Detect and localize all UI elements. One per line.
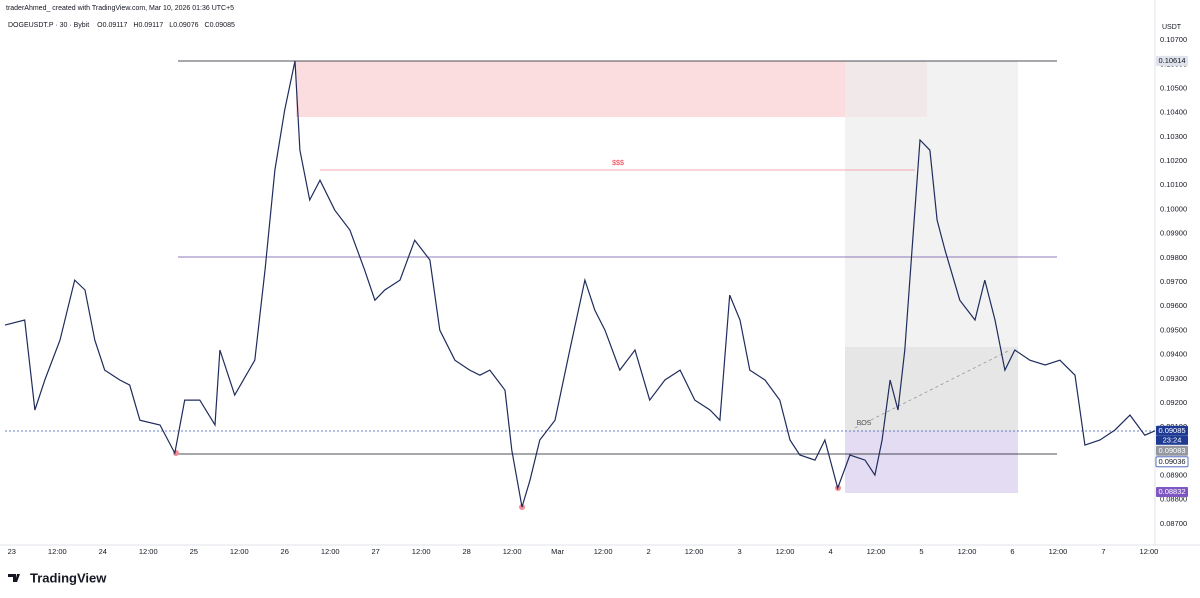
y-tick-label: 0.09300	[1160, 374, 1187, 383]
x-tick-label: 24	[99, 547, 107, 556]
price-line	[4, 60, 1156, 508]
x-tick-label: 25	[190, 547, 198, 556]
x-tick-label: 4	[828, 547, 832, 556]
x-tick-label: 12:00	[958, 547, 977, 556]
y-tick-label: 0.08800	[1160, 495, 1187, 504]
ohlc-value: 0.09076	[173, 22, 198, 29]
price-badge	[1156, 445, 1188, 456]
y-tick-label: 0.09900	[1160, 229, 1187, 238]
x-tick-label: 23	[8, 547, 16, 556]
price-badge	[1155, 456, 1189, 468]
symbol-line: DOGEUSDT.P · 30 · Bybit O0.09117 H0.09117 L…	[8, 22, 235, 29]
ohlc-value: 0.09117	[103, 22, 128, 29]
x-tick-label: 26	[281, 547, 289, 556]
x-tick-label: 12:00	[503, 547, 522, 556]
ohlc-key: O	[97, 22, 103, 29]
y-tick-label: 0.09500	[1160, 325, 1187, 334]
x-tick-label: Mar	[551, 547, 564, 556]
x-tick-label: 12:00	[776, 547, 795, 556]
x-tick-label: 6	[1010, 547, 1014, 556]
header: traderAhmed_ created with TradingView.co…	[6, 5, 234, 12]
price-badge-label: 0.09036	[1158, 457, 1185, 466]
supply-zone	[296, 61, 927, 117]
price-badge	[1156, 487, 1188, 498]
annotation: $$$	[612, 160, 624, 167]
y-tick-label: 0.10500	[1160, 83, 1187, 92]
x-tick-label: 28	[462, 547, 470, 556]
y-tick-label: 0.10000	[1160, 204, 1187, 213]
y-tick-label: 0.08900	[1160, 471, 1187, 480]
y-tick-label: 0.09200	[1160, 398, 1187, 407]
y-tick-label: 0.10700	[1160, 35, 1187, 44]
price-badge	[1156, 55, 1188, 66]
x-tick-label: 12:00	[594, 547, 613, 556]
x-tick-label: 12:00	[321, 547, 340, 556]
y-tick-label: 0.09400	[1160, 350, 1187, 359]
price-badge	[1156, 425, 1188, 436]
price-badge-label: 0.10614	[1158, 56, 1185, 65]
price-badge-label: 0.09085	[1158, 426, 1185, 435]
position-entry	[845, 347, 1018, 431]
annotation: BOS	[857, 420, 872, 427]
x-tick-label: 5	[919, 547, 923, 556]
position-stop	[845, 431, 1018, 493]
x-tick-label: 12:00	[412, 547, 431, 556]
symbol: DOGEUSDT.P · 30 · Bybit	[8, 22, 89, 29]
y-tick-label: 0.10300	[1160, 132, 1187, 141]
ohlc-value: 0.09117	[138, 22, 163, 29]
y-tick-label: 0.08700	[1160, 519, 1187, 528]
ohlc-key: H	[133, 22, 138, 29]
y-tick-label: 0.09600	[1160, 301, 1187, 310]
x-tick-label: 12:00	[1049, 547, 1068, 556]
y-tick-label: 0.09700	[1160, 277, 1187, 286]
x-tick-label: 3	[737, 547, 741, 556]
ohlc-key: C	[205, 22, 210, 29]
x-tick-label: 12:00	[48, 547, 67, 556]
countdown-badge	[1156, 435, 1188, 445]
logo-text: TradingView	[30, 570, 107, 585]
x-tick-label: 27	[372, 547, 380, 556]
ohlc-key: L	[169, 22, 173, 29]
logo: TradingView	[8, 570, 107, 585]
x-tick-label: 12:00	[139, 547, 158, 556]
countdown: 23:24	[1163, 435, 1182, 444]
y-tick-label: 0.10100	[1160, 180, 1187, 189]
currency: USDT	[1162, 24, 1182, 31]
price-badge-label: 0.08832	[1158, 487, 1185, 496]
x-tick-label: 12:00	[685, 547, 704, 556]
y-tick-label: 0.10200	[1160, 156, 1187, 165]
x-tick-label: 12:00	[230, 547, 249, 556]
y-tick-label: 0.09800	[1160, 253, 1187, 262]
price-badge-label: 0.09083	[1158, 446, 1185, 455]
y-tick-label: 0.10400	[1160, 108, 1187, 117]
ohlc-value: 0.09085	[210, 22, 235, 29]
bos-line	[854, 349, 1011, 429]
x-tick-label: 7	[1101, 547, 1105, 556]
x-tick-label: 12:00	[867, 547, 886, 556]
x-tick-label: 12:00	[1140, 547, 1159, 556]
position-target	[845, 61, 1018, 347]
x-tick-label: 2	[647, 547, 651, 556]
